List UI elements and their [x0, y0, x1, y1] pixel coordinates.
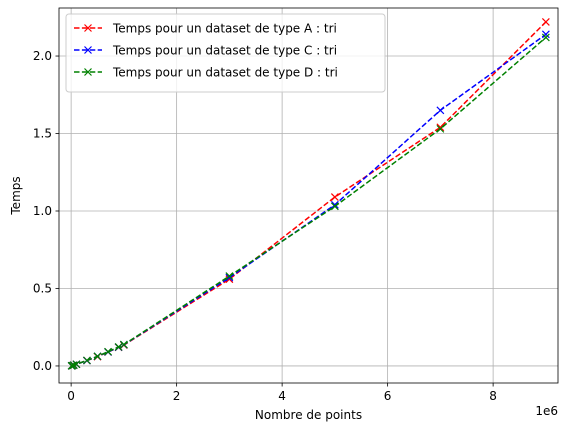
legend-marker-sample: [84, 68, 92, 76]
legend-marker-sample: [84, 24, 92, 32]
axis-ticks: 0 2 4 6 8 0.0 0.5 1.0 1.5 2.0: [33, 49, 497, 403]
data-point-marker: [72, 360, 81, 369]
legend-entry: Temps pour un dataset de type D : tri: [74, 66, 338, 80]
data-point-marker: [330, 202, 339, 211]
data-point-marker: [83, 356, 91, 365]
x-tick-label: 2: [173, 389, 181, 403]
legend-label: Temps pour un dataset de type A : tri: [112, 22, 337, 36]
data-point-marker: [330, 193, 339, 201]
data-point-marker: [541, 18, 550, 26]
data-point-marker: [436, 124, 445, 133]
data-point-marker: [436, 123, 445, 132]
series-layer: [67, 18, 550, 370]
y-tick-label: 1.0: [33, 204, 52, 218]
series-3: [67, 33, 550, 370]
y-tick-label: 1.5: [33, 127, 52, 141]
data-point-marker: [119, 340, 128, 349]
y-tick-label: 0.5: [33, 281, 52, 295]
x-tick-label: 0: [67, 389, 75, 403]
legend-entry: Temps pour un dataset de type A : tri: [74, 22, 337, 36]
legend-marker-sample: [84, 46, 92, 54]
x-tick-label: 4: [278, 389, 286, 403]
x-tick-label: 8: [489, 389, 497, 403]
y-tick-label: 2.0: [33, 49, 52, 63]
data-point-marker: [436, 106, 445, 115]
y-axis-label: Temps: [9, 176, 23, 215]
y-tick-label: 0.0: [33, 359, 52, 373]
data-point-marker: [114, 342, 123, 351]
legend-entry: Temps pour un dataset de type C : tri: [74, 44, 337, 58]
legend-box: [65, 13, 386, 93]
x-tick-label: 6: [384, 389, 392, 403]
legend-label: Temps pour un dataset de type D : tri: [112, 66, 338, 80]
legend-label: Temps pour un dataset de type C : tri: [112, 44, 337, 58]
x-axis-offset-label: 1e6: [535, 404, 558, 418]
data-point-marker: [225, 272, 234, 281]
data-point-marker: [93, 352, 102, 361]
data-point-marker: [68, 361, 77, 370]
data-point-marker: [104, 347, 112, 356]
data-point-marker: [330, 200, 339, 209]
legend: Temps pour un dataset de type A : tri Tem…: [65, 13, 386, 93]
plot-frame: [58, 7, 559, 384]
x-axis-label: Nombre de points: [255, 408, 362, 422]
data-point-marker: [541, 30, 550, 39]
data-point-marker: [541, 33, 550, 42]
data-point-marker: [69, 361, 78, 370]
